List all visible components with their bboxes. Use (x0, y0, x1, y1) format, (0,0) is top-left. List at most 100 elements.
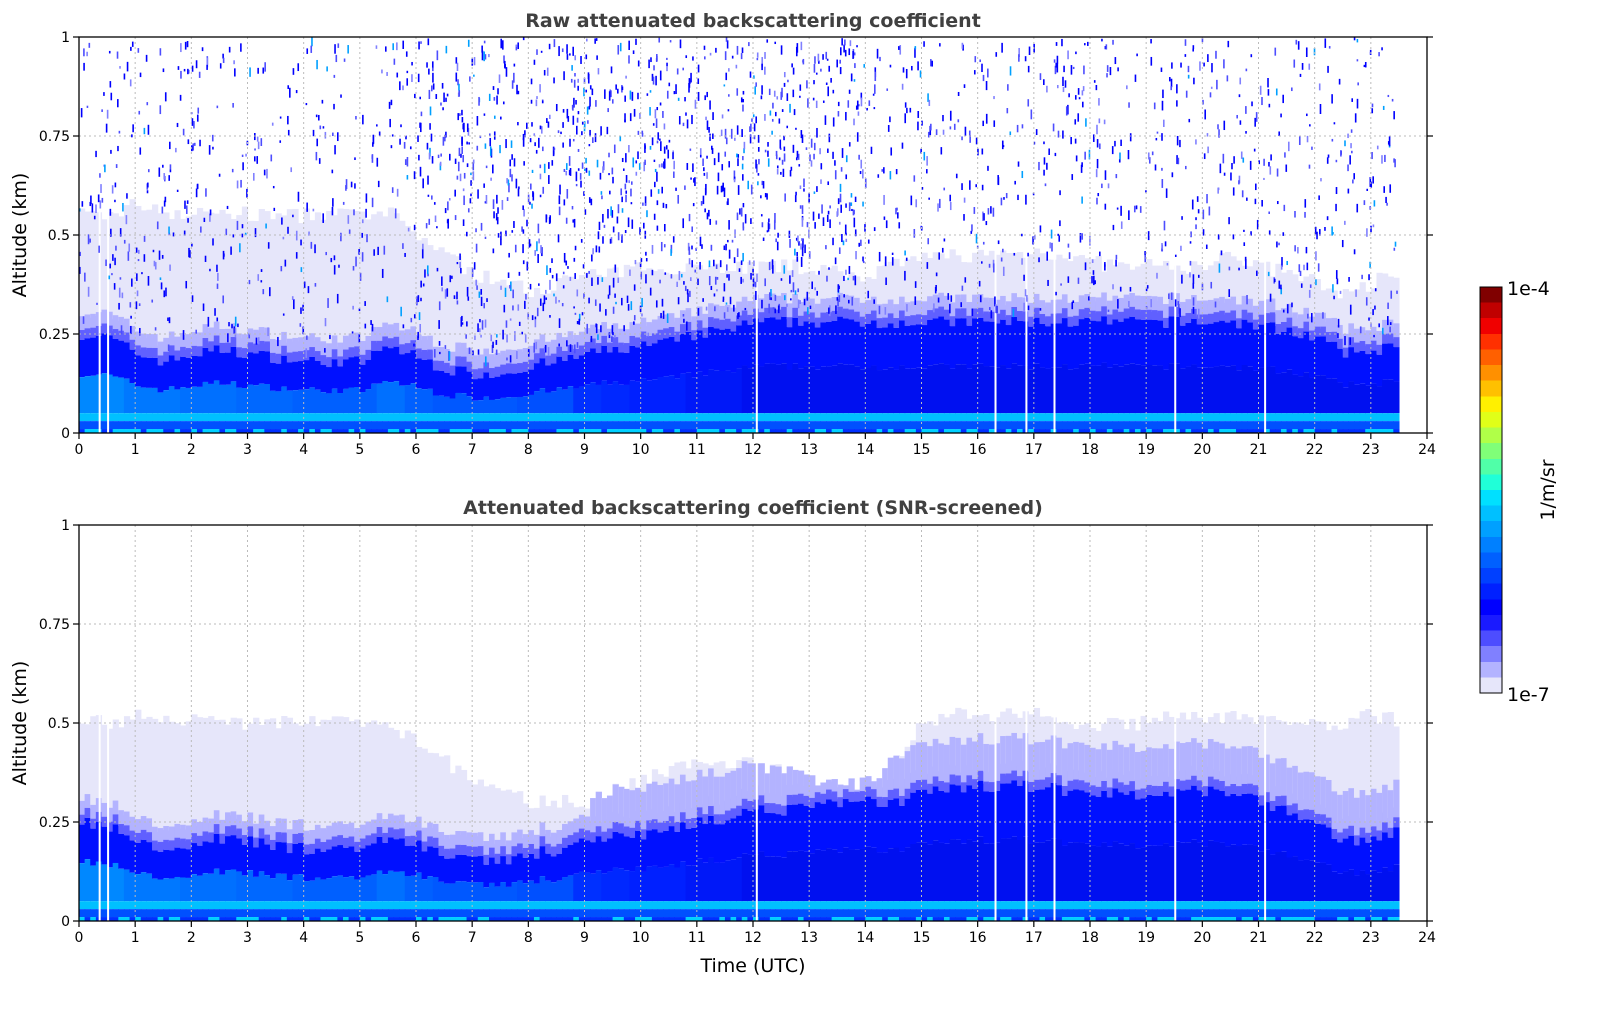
heatmap-cell (163, 839, 170, 850)
noise-speck (1115, 259, 1117, 267)
noise-speck (712, 112, 714, 121)
noise-speck (302, 326, 305, 335)
heatmap-cell (269, 878, 277, 902)
noise-speck (526, 122, 528, 129)
noise-speck (1386, 202, 1388, 206)
noise-speck (697, 91, 700, 101)
noise-speck (336, 293, 339, 304)
noise-speck (254, 228, 257, 238)
heatmap-cell (994, 421, 1001, 430)
noise-speck (794, 195, 797, 203)
heatmap-cell (893, 258, 900, 309)
noise-speck (575, 99, 577, 105)
heatmap-cell (1297, 281, 1305, 319)
noise-speck (749, 71, 752, 78)
noise-speck (350, 181, 353, 188)
noise-speck (1027, 305, 1030, 311)
noise-speck (1050, 229, 1053, 239)
heatmap-cell (107, 335, 114, 375)
noise-speck (1135, 205, 1138, 210)
noise-speck (324, 131, 327, 139)
noise-speck (260, 138, 263, 147)
heatmap-cell (90, 917, 97, 921)
noise-speck (254, 133, 256, 141)
heatmap-cell (303, 844, 310, 855)
noise-speck (668, 82, 671, 87)
noise-speck (307, 286, 310, 294)
noise-speck (1071, 174, 1074, 180)
heatmap-cell (1258, 367, 1265, 414)
noise-speck (1245, 131, 1247, 134)
noise-speck (607, 208, 609, 219)
noise-speck (1095, 169, 1098, 178)
noise-speck (949, 194, 952, 202)
heatmap-cell (1129, 413, 1136, 422)
heatmap-cell (651, 270, 659, 324)
noise-speck (1254, 183, 1257, 191)
noise-speck (1351, 150, 1353, 154)
noise-speck (828, 65, 831, 72)
noise-speck (159, 277, 162, 280)
noise-speck (305, 103, 308, 106)
heatmap-cell (500, 364, 507, 375)
noise-speck (458, 147, 461, 157)
noise-speck (492, 199, 495, 210)
noise-speck (569, 53, 571, 56)
noise-speck (798, 241, 800, 246)
heatmap-cell (489, 354, 496, 371)
heatmap-cell (253, 421, 260, 430)
heatmap-cell (455, 854, 462, 882)
noise-speck (378, 131, 381, 136)
heatmap-cell (1196, 421, 1203, 430)
noise-speck (330, 257, 333, 263)
heatmap-cell (1005, 252, 1012, 306)
noise-speck (477, 349, 480, 355)
heatmap-cell (1387, 413, 1394, 422)
heatmap-cell (174, 847, 181, 877)
noise-speck (992, 207, 995, 217)
heatmap-cell (618, 328, 625, 345)
noise-speck (775, 238, 777, 243)
noise-speck (437, 154, 440, 159)
heatmap-cell (618, 429, 625, 433)
noise-speck (481, 50, 484, 61)
noise-speck (545, 297, 548, 300)
noise-speck (105, 123, 108, 133)
heatmap-cell (786, 327, 793, 370)
noise-speck (577, 85, 579, 91)
noise-speck (1250, 231, 1252, 236)
heatmap-cell (769, 261, 777, 298)
noise-speck (101, 197, 104, 203)
heatmap-cell (955, 318, 962, 365)
heatmap-cell (1297, 413, 1305, 422)
noise-speck (692, 163, 694, 172)
heatmap-cell (1314, 312, 1321, 329)
heatmap-cell (517, 843, 524, 854)
noise-speck (850, 193, 853, 198)
noise-speck (445, 131, 447, 138)
noise-speck (665, 145, 668, 150)
noise-speck (1057, 130, 1060, 138)
noise-speck (120, 325, 123, 335)
noise-speck (578, 318, 581, 325)
heatmap-cell (219, 352, 226, 385)
noise-speck (1306, 262, 1309, 271)
heatmap-cell (112, 824, 119, 863)
heatmap-cell (539, 334, 546, 351)
noise-speck (596, 159, 599, 168)
heatmap-cell (236, 814, 243, 831)
heatmap-cell (1157, 365, 1164, 414)
heatmap-cell (865, 277, 872, 305)
noise-speck (331, 206, 334, 216)
heatmap-cell (685, 413, 692, 422)
noise-speck (783, 265, 786, 274)
noise-speck (510, 140, 513, 148)
noise-speck (575, 183, 578, 187)
noise-speck (1282, 309, 1285, 313)
heatmap-cell (337, 366, 344, 394)
noise-speck (709, 133, 711, 141)
heatmap-cell (444, 848, 451, 859)
noise-speck (419, 323, 422, 333)
noise-speck (653, 213, 656, 220)
noise-speck (884, 256, 887, 267)
